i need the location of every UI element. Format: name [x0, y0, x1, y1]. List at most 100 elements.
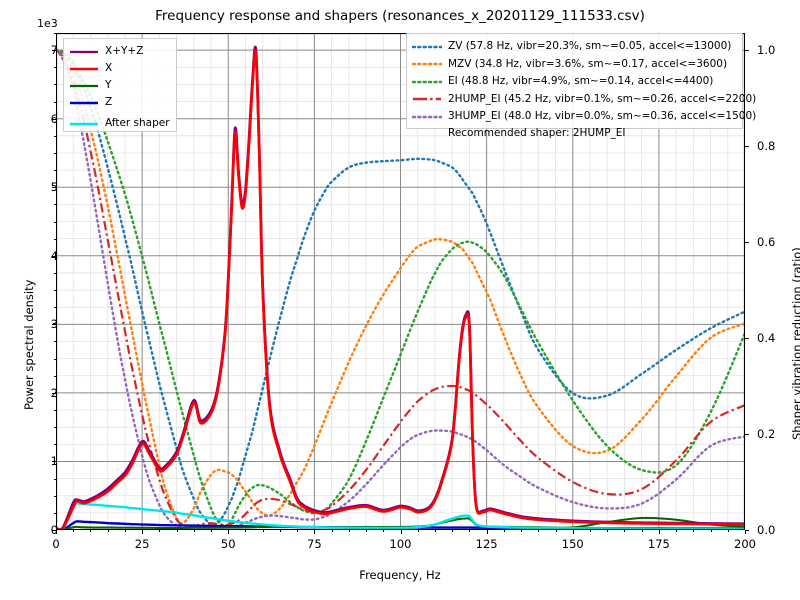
- x-tick-label: 175: [647, 537, 670, 551]
- legend-item-label: Y: [105, 79, 112, 91]
- legend-item-label: EI (48.8 Hz, vibr=4.9%, sm~=0.14, accel<…: [448, 75, 714, 88]
- legend-line-swatch: [69, 96, 99, 110]
- y-minor-tick-mark-left: [54, 375, 56, 377]
- x-minor-tick-mark: [641, 530, 643, 532]
- legend-line-swatch: [412, 92, 442, 106]
- x-minor-tick-mark: [297, 530, 299, 532]
- x-tick-mark: [314, 530, 316, 534]
- y-minor-tick-mark-left: [54, 444, 56, 446]
- x-minor-tick-mark: [417, 530, 419, 532]
- y-tick-mark-right: [745, 49, 749, 51]
- x-minor-tick-mark: [710, 530, 712, 532]
- legend-item[interactable]: 2HUMP_EI (45.2 Hz, vibr=0.1%, sm~=0.26, …: [412, 91, 756, 109]
- x-minor-tick-mark: [434, 530, 436, 532]
- y-tick-mark-right: [745, 530, 749, 531]
- y-tick-label-right: 1.0: [757, 42, 776, 57]
- x-minor-tick-mark: [159, 530, 161, 532]
- legend-item[interactable]: X: [69, 60, 171, 77]
- legend-line-swatch: [412, 40, 442, 54]
- y-tick-label-right: 0.6: [757, 234, 776, 249]
- x-tick-mark: [142, 530, 144, 534]
- x-minor-tick-mark: [211, 530, 213, 532]
- legend-line-swatch: [69, 79, 99, 93]
- x-tick-mark: [745, 530, 746, 534]
- y-tick-mark-left: [52, 118, 56, 120]
- y-minor-tick-mark-left: [54, 238, 56, 240]
- legend-item[interactable]: X+Y+Z: [69, 43, 171, 60]
- x-minor-tick-mark: [676, 530, 678, 532]
- legend-item-label: MZV (34.8 Hz, vibr=3.6%, sm~=0.17, accel…: [448, 57, 728, 70]
- x-minor-tick-mark: [624, 530, 626, 532]
- y-axis-label-left: Power spectral density: [22, 279, 36, 410]
- y-tick-mark-left: [52, 392, 56, 394]
- y-tick-mark-left: [52, 530, 56, 531]
- legend-item-label: 3HUMP_EI (48.0 Hz, vibr=0.0%, sm~=0.36, …: [448, 110, 757, 123]
- x-minor-tick-mark: [90, 530, 92, 532]
- y-minor-tick-mark-left: [54, 427, 56, 429]
- x-tick-mark: [572, 530, 574, 534]
- y-minor-tick-mark-left: [54, 67, 56, 69]
- legend-line-swatch: [412, 57, 442, 71]
- y-minor-tick-mark-left: [54, 512, 56, 514]
- x-tick-mark: [228, 530, 230, 534]
- x-minor-tick-mark: [366, 530, 368, 532]
- x-minor-tick-mark: [331, 530, 333, 532]
- y-minor-tick-mark-left: [54, 495, 56, 497]
- y-minor-tick-mark-left: [54, 84, 56, 86]
- x-tick-label: 200: [734, 537, 756, 551]
- y-tick-label-right: 0.8: [757, 138, 776, 153]
- legend-line-swatch: [69, 117, 99, 131]
- x-minor-tick-mark: [538, 530, 540, 532]
- y-tick-mark-left: [52, 461, 56, 463]
- x-tick-mark: [486, 530, 488, 534]
- x-axis-label: Frequency, Hz: [359, 568, 441, 582]
- legend-item-label: X: [105, 62, 113, 74]
- y-axis-label-right: Shaper vibration reduction (ratio): [790, 247, 800, 440]
- legend-item-label: 2HUMP_EI (45.2 Hz, vibr=0.1%, sm~=0.26, …: [448, 92, 757, 105]
- y-tick-mark-right: [745, 145, 749, 147]
- y-minor-tick-mark-left: [54, 204, 56, 206]
- y-minor-tick-mark-left: [54, 290, 56, 292]
- y-tick-mark-left: [52, 324, 56, 326]
- legend-item[interactable]: ZV (57.8 Hz, vibr=20.3%, sm~=0.05, accel…: [412, 38, 737, 56]
- x-minor-tick-mark: [607, 530, 609, 532]
- x-minor-tick-mark: [245, 530, 247, 532]
- x-tick-mark: [658, 530, 660, 534]
- legend-data-series: X+Y+Z X Y Z After shaper: [63, 38, 177, 132]
- x-minor-tick-mark: [262, 530, 264, 532]
- legend-item[interactable]: Z: [69, 94, 171, 111]
- recommended-shaper-row: Recommended shaper: 2HUMP_EI: [412, 126, 737, 142]
- y-axis-exponent-label: 1e3: [37, 17, 58, 30]
- x-tick-label: 125: [475, 537, 498, 551]
- legend-line-swatch: [69, 45, 99, 59]
- x-tick-label: 75: [307, 537, 322, 551]
- x-minor-tick-mark: [469, 530, 471, 532]
- x-tick-label: 0: [52, 537, 60, 551]
- y-minor-tick-mark-left: [54, 307, 56, 309]
- legend-item[interactable]: Y: [69, 77, 171, 94]
- y-minor-tick-mark-left: [54, 170, 56, 172]
- y-minor-tick-mark-left: [54, 135, 56, 137]
- x-minor-tick-mark: [452, 530, 454, 532]
- x-tick-mark: [400, 530, 402, 534]
- x-minor-tick-mark: [124, 530, 126, 532]
- y-minor-tick-mark-left: [54, 410, 56, 412]
- y-minor-tick-mark-left: [54, 272, 56, 274]
- legend-line-swatch: [412, 75, 442, 89]
- x-minor-tick-mark: [193, 530, 195, 532]
- legend-item[interactable]: After shaper: [69, 111, 171, 137]
- x-minor-tick-mark: [555, 530, 557, 532]
- y-minor-tick-mark-left: [54, 358, 56, 360]
- legend-item[interactable]: EI (48.8 Hz, vibr=4.9%, sm~=0.14, accel<…: [412, 73, 737, 91]
- legend-item[interactable]: 3HUMP_EI (48.0 Hz, vibr=0.0%, sm~=0.36, …: [412, 108, 756, 126]
- x-minor-tick-mark: [589, 530, 591, 532]
- x-minor-tick-mark: [73, 530, 75, 532]
- legend-item[interactable]: MZV (34.8 Hz, vibr=3.6%, sm~=0.17, accel…: [412, 56, 737, 74]
- y-tick-label-right: 0.0: [757, 523, 776, 537]
- legend-item-label: X+Y+Z: [105, 45, 144, 57]
- y-tick-label-right: 0.4: [757, 330, 776, 345]
- y-tick-label-right: 0.2: [757, 426, 776, 441]
- legend-item-label: Z: [105, 96, 113, 108]
- x-tick-label: 100: [389, 537, 412, 551]
